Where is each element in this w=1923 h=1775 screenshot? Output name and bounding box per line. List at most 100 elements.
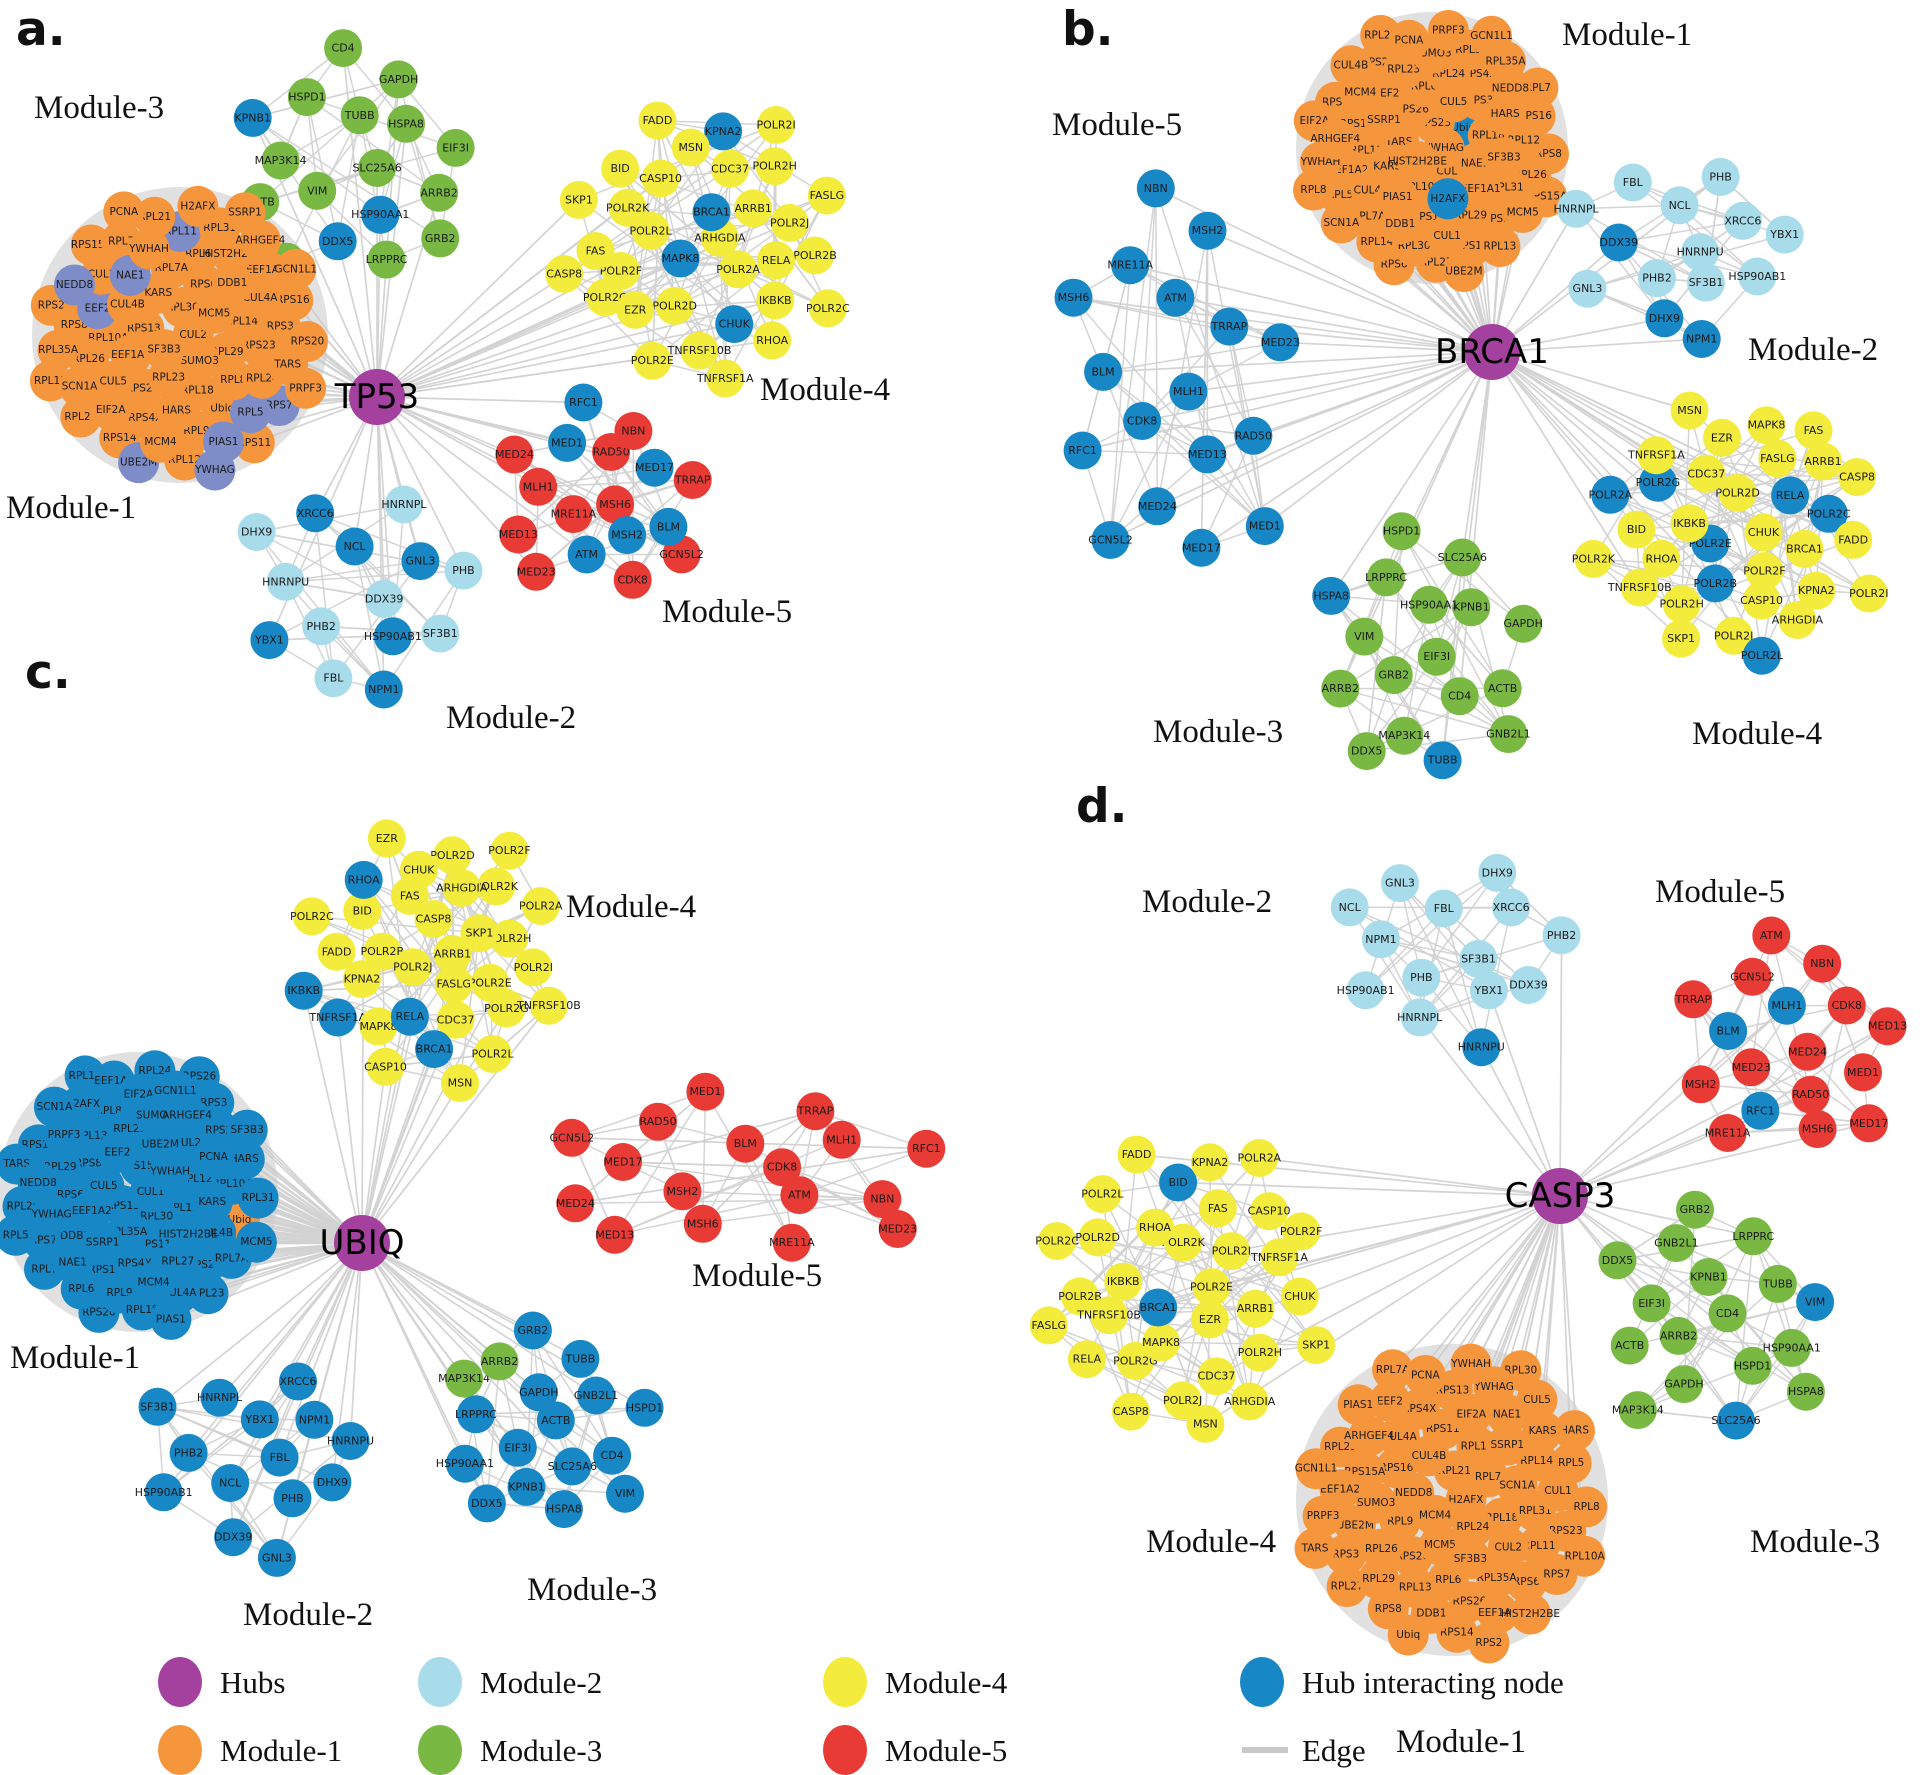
node-label: POLR2F [488, 844, 530, 857]
node-eef2 [1369, 1380, 1411, 1422]
node-msh2 [1188, 211, 1227, 250]
node-label: ARRB2 [481, 1355, 518, 1368]
node-label: RPL11 [164, 226, 197, 238]
node-msh6 [1798, 1110, 1837, 1149]
panel-letter-c: c. [25, 645, 71, 700]
labels: Module-1 Module-5 Module-2 Module-3 Module-4… [1052, 2, 1878, 752]
node-med23 [1732, 1048, 1771, 1087]
node-label: RPL26 [7, 1200, 40, 1212]
node-label: NAE1 [1493, 1409, 1521, 1421]
node-eif3i [498, 1428, 537, 1467]
node-gcn1l1 [275, 248, 317, 290]
node-label: FBL [1434, 902, 1455, 915]
node-label: MED24 [1138, 500, 1177, 513]
node-arhgef4 [239, 220, 281, 261]
node-label: RPL27 [1331, 1581, 1364, 1593]
node-label: RPS2 [1475, 1637, 1502, 1649]
node-label: PRPF3 [1307, 1510, 1340, 1522]
edge [1366, 606, 1472, 752]
node-label: SUMO3 [136, 1110, 174, 1122]
node-skp1 [1662, 619, 1701, 658]
node-eif2a [1450, 1393, 1492, 1435]
node-label: POLR2E [1689, 537, 1732, 550]
node-scn1a [1496, 1465, 1538, 1507]
node-actb [1483, 669, 1522, 708]
edge [1102, 341, 1281, 373]
node-atm [567, 535, 606, 574]
node-label: POLR2G [583, 291, 628, 304]
node-blm [649, 507, 688, 546]
node-rpl29 [1358, 1558, 1400, 1600]
node-label: DHX9 [1482, 866, 1513, 879]
node-pcna [193, 1136, 234, 1178]
edge [1079, 1295, 1132, 1412]
node-med24 [556, 1184, 595, 1223]
node-cul5 [83, 1165, 125, 1207]
edge [1048, 1324, 1183, 1402]
node-label: H2AFX [180, 200, 215, 212]
node-polr2e [1192, 1268, 1231, 1307]
node-label: RPL7A [1376, 1364, 1410, 1376]
node-label: RPL13 [1399, 1582, 1432, 1594]
node-cdk8 [613, 560, 652, 599]
node-label: CDC37 [711, 162, 749, 175]
node-label: GNL3 [1573, 282, 1603, 295]
node-label: MED24 [556, 1197, 595, 1210]
node-label: RPL23 [152, 371, 185, 383]
node-xrcc6 [279, 1362, 317, 1401]
labels: Module-3 Module-4 Module-1 Module-2 Module-5… [6, 2, 890, 736]
node-polr2f [490, 831, 529, 870]
node-rfc1 [564, 383, 603, 422]
node-label: SLC25A6 [1711, 1414, 1760, 1427]
node-vim [606, 1474, 644, 1513]
node-ikbkb [756, 281, 795, 320]
node-label: MCM4 [1344, 87, 1376, 99]
node-label: NEDD8 [56, 279, 93, 291]
hub-edge [376, 323, 735, 398]
node-label: POLR2K [475, 880, 519, 893]
node-label: POLR2H [753, 160, 797, 173]
node-label: RPL7 [1475, 1471, 1501, 1483]
node-grb2 [513, 1311, 552, 1350]
node-ybx1 [250, 621, 289, 660]
node-label: FBL [323, 672, 344, 685]
node-polr2i [757, 106, 796, 144]
node-label: PCNA [199, 1151, 229, 1163]
legend-label: Hub interacting node [1302, 1665, 1564, 1700]
node-label: FASLG [1032, 1319, 1066, 1332]
node-ddb1 [1410, 1592, 1452, 1634]
node-label: KPNB1 [508, 1480, 545, 1493]
node-label: RPL23 [1387, 63, 1420, 75]
node-label: DDX5 [471, 1497, 502, 1510]
node-label: TRRAP [674, 474, 711, 487]
node-label: RPS13 [127, 323, 161, 335]
node-ssrp1 [82, 1221, 124, 1263]
hub-edge [1491, 351, 1690, 412]
node-label: MLH1 [826, 1133, 857, 1146]
edge [1109, 265, 1131, 541]
node-sf3b3 [226, 1109, 268, 1151]
node-label: TUBB [1762, 1277, 1793, 1290]
node-polr2a [1240, 1139, 1279, 1177]
node-label: MED17 [1849, 1117, 1888, 1130]
node-polr2f [1282, 1212, 1321, 1251]
node-label: RPL8 [1574, 1501, 1600, 1513]
node-label: RPL5 [237, 407, 263, 419]
node-pias1 [1337, 1384, 1379, 1426]
node-grb2 [1676, 1190, 1714, 1229]
node-label: YWHAH [1450, 1358, 1491, 1370]
node-msn [441, 1064, 479, 1103]
hub-edge [376, 396, 568, 444]
node-rpl5 [230, 392, 271, 434]
node-polr2b [1696, 564, 1735, 603]
panel-c: POLR2A POLR2B POLR2C POLR2D POLR2E POLR2F POLR… [0, 645, 946, 1633]
edge [1155, 188, 1266, 527]
module-label-module-5: Module-5 [1655, 874, 1785, 910]
node-label: RAD50 [639, 1115, 676, 1128]
node-label: POLR2A [716, 263, 760, 276]
node-label: NBN [621, 425, 645, 438]
node-bid [601, 149, 640, 188]
node-mre11a [1708, 1114, 1747, 1152]
node-label: RPS20 [1395, 1551, 1429, 1563]
node-polr2d [1078, 1218, 1117, 1257]
